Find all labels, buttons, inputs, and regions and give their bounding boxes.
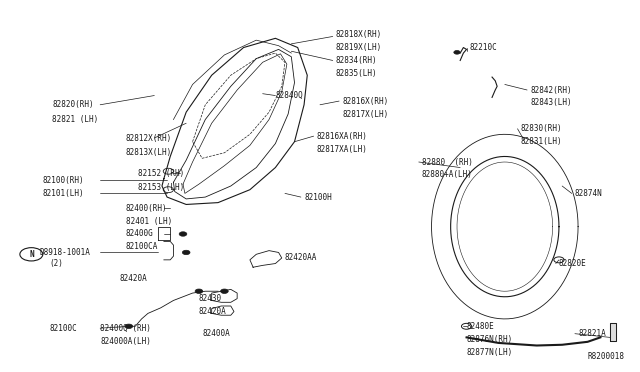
Text: 82820(RH): 82820(RH) bbox=[52, 100, 94, 109]
Text: 82831(LH): 82831(LH) bbox=[521, 137, 563, 146]
Text: 82100(RH): 82100(RH) bbox=[43, 176, 84, 185]
Text: 82876N(RH): 82876N(RH) bbox=[467, 335, 513, 344]
Text: 82400A: 82400A bbox=[202, 329, 230, 338]
Text: 824000A(LH): 824000A(LH) bbox=[100, 337, 151, 346]
Circle shape bbox=[179, 232, 187, 236]
Circle shape bbox=[454, 51, 460, 54]
Text: 82480E: 82480E bbox=[467, 322, 494, 331]
Circle shape bbox=[195, 289, 203, 294]
Text: 82877N(LH): 82877N(LH) bbox=[467, 348, 513, 357]
Circle shape bbox=[125, 324, 132, 328]
Text: 82100CA: 82100CA bbox=[125, 243, 158, 251]
Text: 82835(LH): 82835(LH) bbox=[336, 69, 378, 78]
Text: (2): (2) bbox=[49, 259, 63, 268]
Text: 82874N: 82874N bbox=[575, 189, 603, 198]
Text: 82420A: 82420A bbox=[119, 274, 147, 283]
Text: 82420A: 82420A bbox=[199, 307, 227, 316]
Text: 82152 (RH): 82152 (RH) bbox=[138, 169, 185, 177]
Text: 82100H: 82100H bbox=[304, 193, 332, 202]
Text: 82819X(LH): 82819X(LH) bbox=[336, 43, 382, 52]
Text: 82821A: 82821A bbox=[578, 329, 606, 338]
Polygon shape bbox=[610, 323, 616, 341]
Text: 82843(LH): 82843(LH) bbox=[531, 99, 572, 108]
Text: N: N bbox=[29, 250, 34, 259]
Text: 82420AA: 82420AA bbox=[285, 253, 317, 263]
Text: D8918-1001A: D8918-1001A bbox=[40, 248, 90, 257]
Text: 82400G: 82400G bbox=[125, 230, 154, 238]
Text: 82812X(RH): 82812X(RH) bbox=[125, 134, 172, 142]
Circle shape bbox=[221, 289, 228, 294]
Text: 82100C: 82100C bbox=[49, 324, 77, 333]
Text: R8200018: R8200018 bbox=[588, 352, 625, 361]
Text: 82840Q: 82840Q bbox=[275, 91, 303, 100]
Text: 82830(RH): 82830(RH) bbox=[521, 124, 563, 133]
Text: 82816XA(RH): 82816XA(RH) bbox=[317, 132, 368, 141]
Text: 82842(RH): 82842(RH) bbox=[531, 86, 572, 94]
Text: 82210C: 82210C bbox=[470, 43, 497, 52]
Text: 82821 (LH): 82821 (LH) bbox=[52, 115, 99, 124]
Text: 82400Q (RH): 82400Q (RH) bbox=[100, 324, 151, 333]
Text: 82818X(RH): 82818X(RH) bbox=[336, 30, 382, 39]
Circle shape bbox=[182, 250, 190, 255]
Text: 82834(RH): 82834(RH) bbox=[336, 56, 378, 65]
Text: 82880  (RH): 82880 (RH) bbox=[422, 157, 473, 167]
Text: 82880+A(LH): 82880+A(LH) bbox=[422, 170, 473, 179]
Text: 82401 (LH): 82401 (LH) bbox=[125, 217, 172, 225]
Text: 82430: 82430 bbox=[199, 294, 222, 303]
Text: 82817X(LH): 82817X(LH) bbox=[342, 109, 388, 119]
Text: 82400(RH): 82400(RH) bbox=[125, 203, 167, 213]
Text: 82153 (LH): 82153 (LH) bbox=[138, 183, 185, 192]
Text: 82101(LH): 82101(LH) bbox=[43, 189, 84, 198]
Text: 82820E: 82820E bbox=[559, 259, 587, 268]
Text: 82817XA(LH): 82817XA(LH) bbox=[317, 145, 368, 154]
Text: 82816X(RH): 82816X(RH) bbox=[342, 97, 388, 106]
Text: 82813X(LH): 82813X(LH) bbox=[125, 148, 172, 157]
